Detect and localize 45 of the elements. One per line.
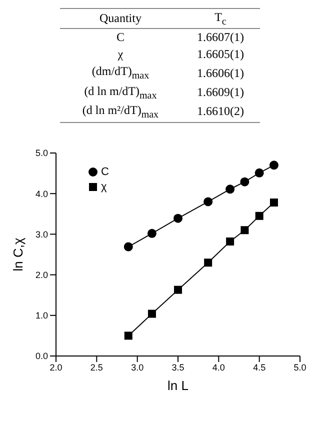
x-tick-label: 4.0 (212, 362, 225, 372)
y-tick-label: 3.0 (35, 228, 48, 239)
legend-label: χ (101, 180, 107, 195)
text: 1.6606(1) (196, 64, 245, 82)
point (147, 228, 156, 238)
point (204, 196, 213, 206)
text: (d ln m²/dT)$_{max}$ (81, 102, 160, 122)
text: (dm/dT)$_{max}$ (90, 63, 150, 83)
point (269, 160, 278, 170)
text: 1.6605(1) (196, 46, 245, 64)
text: C (115, 29, 126, 46)
point (254, 168, 264, 177)
legend-label: C (101, 164, 109, 180)
point (174, 285, 182, 294)
x-tick-label: 3.0 (131, 362, 144, 372)
y-tick-label: 4.0 (35, 188, 48, 198)
text: (d ln m/dT)$_{max}$ (83, 82, 158, 102)
point (240, 176, 250, 186)
x-tick-label: 2.5 (90, 362, 103, 372)
y-tick-label: 1.0 (35, 310, 48, 320)
text: 1.6609(1) (196, 84, 245, 101)
y-tick-label: 0.0 (35, 350, 48, 361)
point (270, 198, 278, 206)
point (148, 309, 156, 318)
text: T$_{c}$ (214, 9, 228, 29)
y-tick-label: 2.0 (35, 270, 48, 280)
x-tick-label: 2.0 (50, 362, 62, 372)
x-tick-label: 5.0 (294, 362, 306, 372)
point (226, 237, 234, 246)
point (124, 331, 132, 340)
y-tick-label: 5.0 (35, 148, 48, 158)
x-tick-label: 3.5 (172, 362, 184, 372)
text: Quantity (98, 10, 142, 28)
point (226, 184, 235, 194)
point (174, 213, 182, 222)
point (240, 226, 249, 234)
y-axis-title: ln C,χ (10, 237, 26, 271)
point (255, 211, 264, 220)
text: 1.6607(1) (196, 29, 245, 46)
x-axis-title: ln L (168, 378, 188, 393)
text: χ (116, 46, 124, 64)
text: 1.6610(2) (196, 103, 245, 120)
point (124, 242, 133, 251)
point (204, 258, 212, 266)
x-tick-label: 4.5 (253, 362, 266, 372)
